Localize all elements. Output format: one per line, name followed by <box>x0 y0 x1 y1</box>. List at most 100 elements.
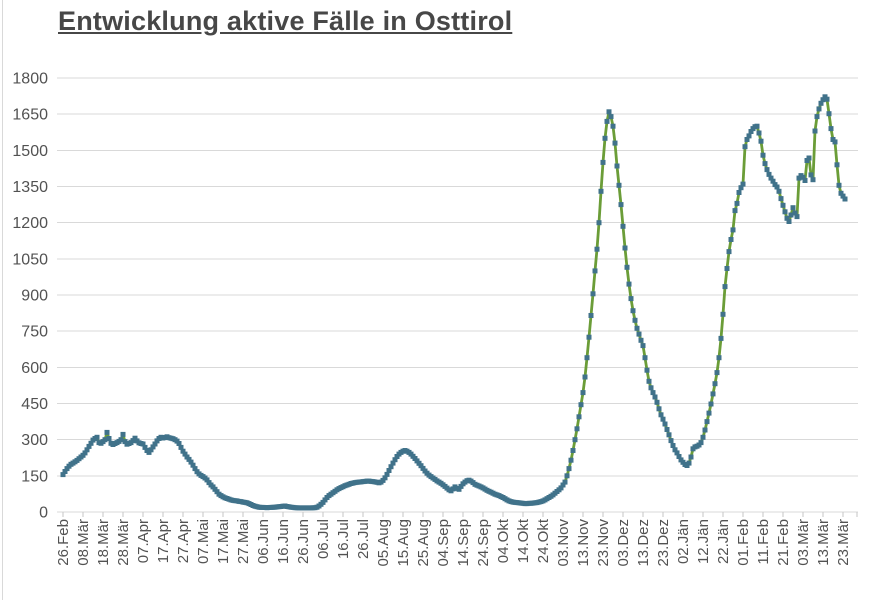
data-point-marker <box>456 486 462 492</box>
data-point-marker <box>656 406 662 412</box>
y-axis-tick-label: 450 <box>21 396 48 413</box>
data-point-marker <box>836 182 842 188</box>
data-point-marker <box>588 313 594 318</box>
x-axis-tick-label: 18.Mär <box>95 519 112 566</box>
data-point-marker <box>738 185 744 191</box>
data-point-marker <box>612 140 618 146</box>
data-point-marker <box>756 130 762 136</box>
data-point-marker <box>652 394 658 400</box>
x-axis-tick-label: 13.Nov <box>575 519 592 567</box>
x-axis-tick-label: 25.Aug <box>415 519 432 567</box>
data-point-marker <box>186 456 192 462</box>
data-point-marker <box>820 97 826 103</box>
data-point-marker <box>576 414 582 420</box>
data-point-marker <box>150 444 156 450</box>
data-point-marker <box>88 440 94 446</box>
data-point-marker <box>176 441 182 446</box>
data-point-marker <box>718 335 724 341</box>
x-axis-tick-label: 17.Apr <box>155 519 172 563</box>
data-point-marker <box>666 432 672 438</box>
y-axis-tick-label: 1500 <box>12 143 48 160</box>
data-point-marker <box>584 355 590 361</box>
data-point-marker <box>760 152 766 158</box>
data-point-marker <box>188 459 194 465</box>
data-point-marker <box>814 114 820 120</box>
data-point-marker <box>698 440 704 446</box>
data-point-marker <box>580 390 586 396</box>
data-point-marker <box>384 471 390 477</box>
data-point-marker <box>654 399 660 405</box>
data-point-marker <box>672 447 678 453</box>
data-point-marker <box>722 284 728 290</box>
data-point-marker <box>84 447 90 453</box>
x-axis-tick-label: 24.Sep <box>475 519 492 567</box>
data-point-marker <box>782 209 788 215</box>
x-axis-tick-label: 08.Mär <box>75 519 92 566</box>
data-point-marker <box>774 184 780 190</box>
data-point-marker <box>574 426 580 432</box>
x-axis-tick-label: 02.Jän <box>675 519 692 564</box>
data-point-marker <box>570 448 576 453</box>
data-point-marker <box>182 451 188 457</box>
data-point-marker <box>192 466 198 472</box>
data-point-marker <box>132 435 138 441</box>
x-axis-tick-label: 26.Jun <box>295 519 312 564</box>
x-axis-tick-label: 03.Dez <box>615 519 632 567</box>
data-point-marker <box>606 109 612 115</box>
data-point-marker <box>842 196 848 202</box>
x-axis-tick-label: 03.Mär <box>795 519 812 566</box>
x-axis-tick-label: 07.Mai <box>195 519 212 564</box>
data-point-marker <box>648 385 654 391</box>
series-markers <box>60 94 848 511</box>
data-point-marker <box>834 162 840 168</box>
data-point-marker <box>624 264 630 270</box>
data-point-marker <box>650 390 656 396</box>
data-point-marker <box>610 123 616 129</box>
data-point-marker <box>770 178 776 184</box>
data-point-marker <box>178 444 184 450</box>
x-axis-tick-label: 23.Nov <box>595 519 612 567</box>
data-point-marker <box>622 245 628 251</box>
data-point-marker <box>582 374 588 380</box>
data-point-marker <box>742 144 748 150</box>
data-point-marker <box>146 449 152 455</box>
x-axis-tick-label: 17.Mai <box>215 519 232 564</box>
x-axis-tick-label: 21.Feb <box>775 519 792 566</box>
data-point-marker <box>626 281 632 287</box>
gridlines <box>57 77 858 513</box>
x-axis-tick-label: 26.Feb <box>55 519 72 566</box>
x-axis-tick-label: 16.Jul <box>335 519 352 559</box>
x-axis-tick-label: 04.Sep <box>435 519 452 567</box>
data-point-marker <box>708 401 714 407</box>
data-point-marker <box>638 337 644 343</box>
y-axis-tick-label: 900 <box>21 288 48 305</box>
data-point-marker <box>824 96 830 102</box>
data-point-marker <box>634 325 640 331</box>
data-point-marker <box>458 483 464 489</box>
x-axis-tick-label: 13.Mär <box>815 519 832 566</box>
x-axis-tick-label: 22.Jän <box>715 519 732 564</box>
data-point-marker <box>730 227 736 233</box>
data-point-marker <box>596 220 602 226</box>
data-point-marker <box>748 129 754 134</box>
data-point-marker <box>676 454 682 459</box>
data-point-marker <box>734 200 740 206</box>
data-point-marker <box>562 479 568 485</box>
data-point-marker <box>106 436 112 441</box>
y-axis-tick-label: 1200 <box>12 215 48 232</box>
data-point-marker <box>586 334 592 340</box>
data-point-marker <box>706 410 712 416</box>
data-point-marker <box>688 454 694 460</box>
y-axis-labels: 0 150 300 450 600 750 900 1050 1200 1350 1500 1650 1… <box>12 71 48 522</box>
data-point-marker <box>190 462 196 468</box>
data-point-marker <box>140 441 146 447</box>
data-point-marker <box>812 128 818 134</box>
data-point-marker <box>82 450 88 456</box>
data-point-marker <box>628 296 634 302</box>
data-point-marker <box>816 106 822 112</box>
data-point-marker <box>818 100 824 106</box>
data-point-marker <box>118 437 124 443</box>
data-point-marker <box>794 214 800 220</box>
data-point-marker <box>808 172 814 178</box>
